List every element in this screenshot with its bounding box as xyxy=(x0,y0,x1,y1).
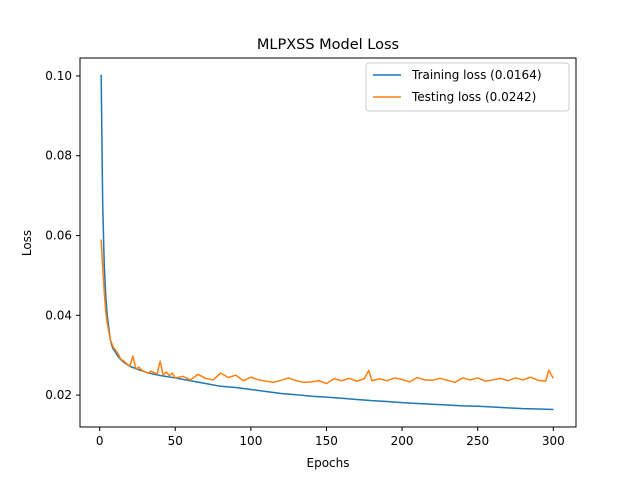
x-tick-label: 300 xyxy=(542,434,565,448)
y-tick-label: 0.04 xyxy=(45,308,72,322)
y-axis-label: Loss xyxy=(20,230,34,256)
series-line-testing xyxy=(100,239,554,385)
y-tick-label: 0.10 xyxy=(45,69,72,83)
x-tick-label: 50 xyxy=(168,434,183,448)
y-tick-label: 0.06 xyxy=(45,229,72,243)
legend-box xyxy=(365,62,570,112)
x-ticks: 0 50 100 150 200 250 300 xyxy=(96,427,565,448)
legend-label-training: Training loss (0.0164) xyxy=(411,68,542,82)
series-layer xyxy=(100,74,554,411)
plot-frame xyxy=(79,57,577,428)
y-tick-label: 0.02 xyxy=(45,388,72,402)
y-ticks: 0.02 0.04 0.06 0.08 0.10 xyxy=(45,69,80,402)
x-tick-label: 100 xyxy=(239,434,262,448)
legend: Training loss (0.0164) Testing loss (0.0… xyxy=(365,62,570,112)
series-line-training xyxy=(100,74,554,411)
x-tick-label: 0 xyxy=(96,434,104,448)
x-tick-label: 250 xyxy=(466,434,489,448)
x-tick-label: 200 xyxy=(391,434,414,448)
x-tick-label: 150 xyxy=(315,434,338,448)
x-axis-label: Epochs xyxy=(307,456,350,470)
y-tick-label: 0.08 xyxy=(45,149,72,163)
chart-title: MLPXSS Model Loss xyxy=(257,37,399,53)
legend-label-testing: Testing loss (0.0242) xyxy=(411,90,536,104)
